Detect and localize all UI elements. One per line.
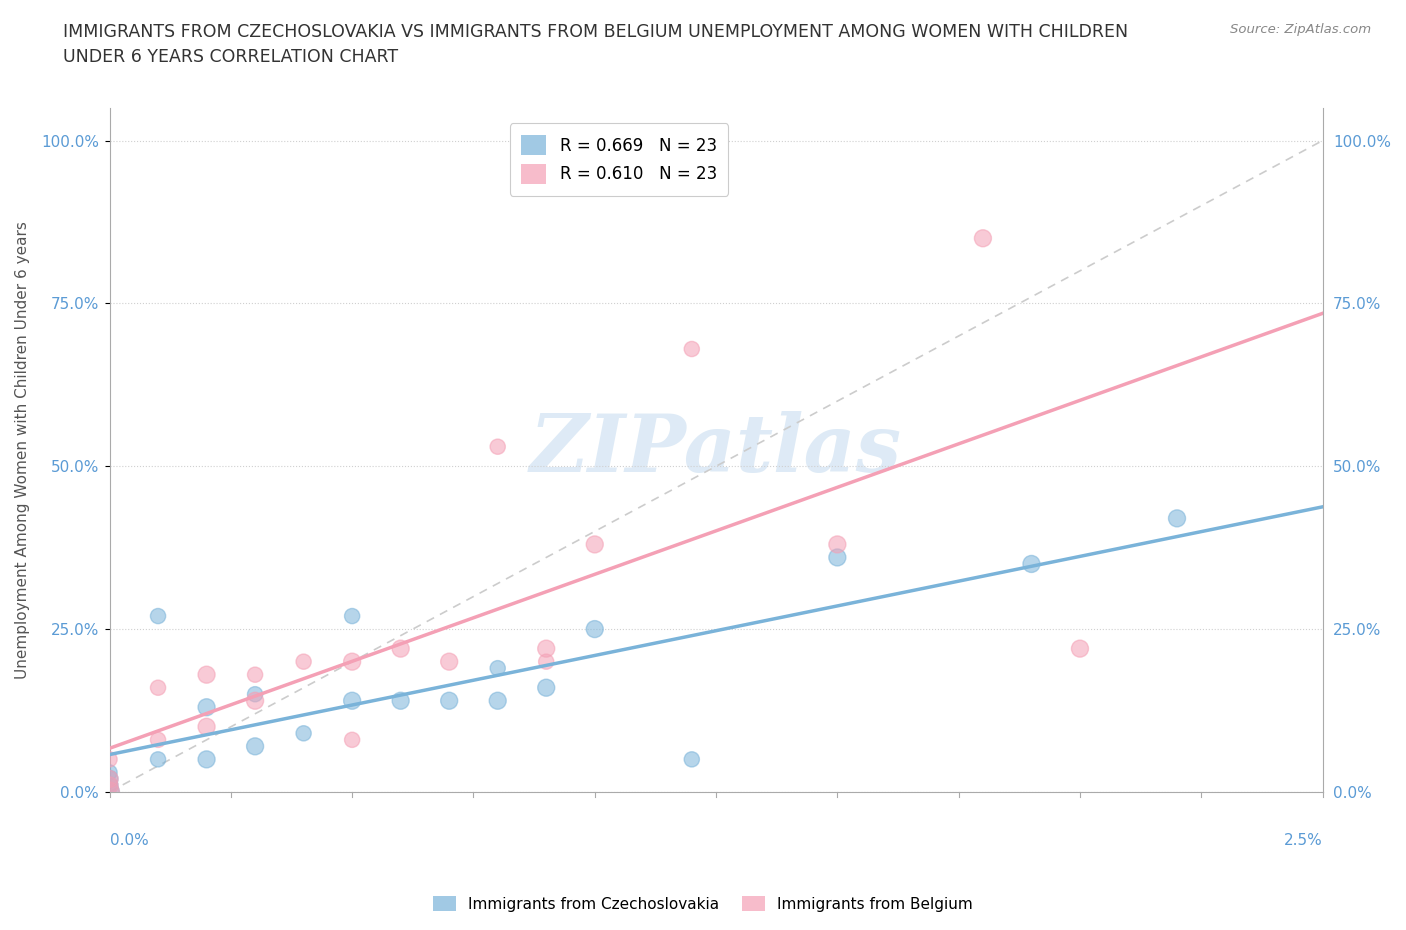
Point xyxy=(98,765,121,780)
Point xyxy=(486,439,509,454)
Legend: R = 0.669   N = 23, R = 0.610   N = 23: R = 0.669 N = 23, R = 0.610 N = 23 xyxy=(509,123,728,195)
Point xyxy=(486,660,509,675)
Text: 2.5%: 2.5% xyxy=(1284,833,1323,848)
Point xyxy=(1166,511,1188,525)
Point xyxy=(98,772,121,787)
Point xyxy=(243,667,266,682)
Point xyxy=(340,693,363,708)
Point xyxy=(1021,556,1043,571)
Point xyxy=(681,752,703,767)
Point xyxy=(243,739,266,754)
Point xyxy=(534,641,557,656)
Point xyxy=(195,720,218,735)
Point xyxy=(534,680,557,695)
Point xyxy=(389,693,412,708)
Point xyxy=(534,654,557,669)
Point xyxy=(583,621,606,636)
Point xyxy=(389,641,412,656)
Point xyxy=(98,785,121,800)
Point xyxy=(827,550,849,565)
Point xyxy=(292,726,315,741)
Point xyxy=(195,667,218,682)
Point xyxy=(195,752,218,767)
Text: Source: ZipAtlas.com: Source: ZipAtlas.com xyxy=(1230,23,1371,36)
Point xyxy=(827,537,849,551)
Point xyxy=(243,686,266,701)
Point xyxy=(583,537,606,551)
Legend: Immigrants from Czechoslovakia, Immigrants from Belgium: Immigrants from Czechoslovakia, Immigran… xyxy=(427,889,979,918)
Point xyxy=(437,654,460,669)
Point xyxy=(195,699,218,714)
Point xyxy=(340,654,363,669)
Point xyxy=(243,693,266,708)
Point xyxy=(146,752,169,767)
Text: 0.0%: 0.0% xyxy=(110,833,148,848)
Point xyxy=(681,341,703,356)
Point xyxy=(1069,641,1091,656)
Point xyxy=(98,778,121,793)
Point xyxy=(340,608,363,623)
Point xyxy=(98,752,121,767)
Point xyxy=(98,785,121,800)
Y-axis label: Unemployment Among Women with Children Under 6 years: Unemployment Among Women with Children U… xyxy=(15,221,30,679)
Point xyxy=(437,693,460,708)
Text: IMMIGRANTS FROM CZECHOSLOVAKIA VS IMMIGRANTS FROM BELGIUM UNEMPLOYMENT AMONG WOM: IMMIGRANTS FROM CZECHOSLOVAKIA VS IMMIGR… xyxy=(63,23,1129,66)
Text: ZIPatlas: ZIPatlas xyxy=(530,411,903,489)
Point xyxy=(292,654,315,669)
Point xyxy=(98,772,121,787)
Point xyxy=(146,680,169,695)
Point xyxy=(972,231,994,246)
Point xyxy=(146,733,169,748)
Point xyxy=(486,693,509,708)
Point xyxy=(340,733,363,748)
Point xyxy=(98,778,121,793)
Point xyxy=(146,608,169,623)
